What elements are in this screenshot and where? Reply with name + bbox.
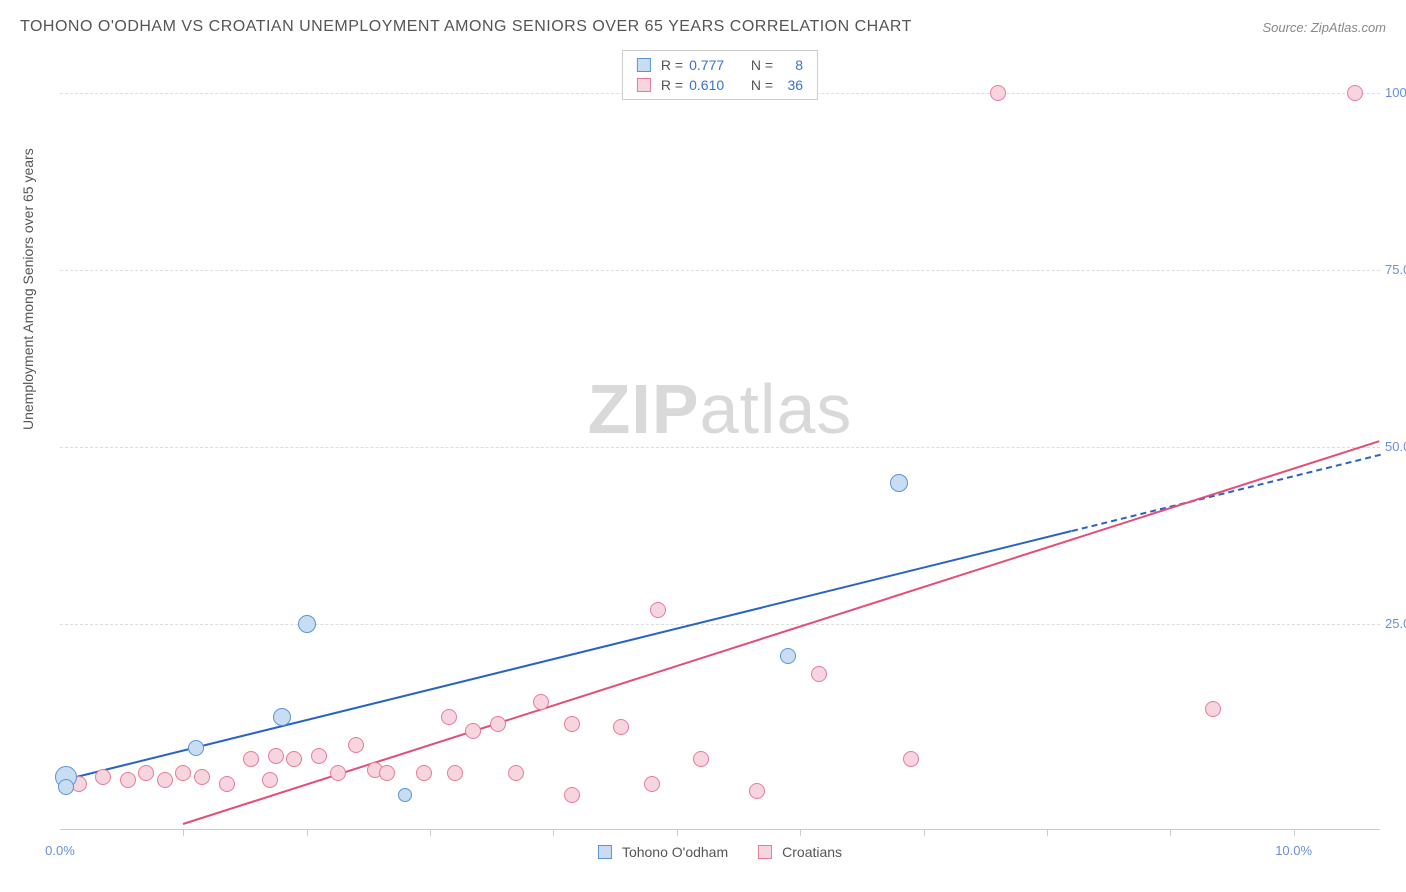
data-point bbox=[348, 737, 364, 753]
data-point bbox=[95, 769, 111, 785]
data-point bbox=[330, 765, 346, 781]
data-point bbox=[613, 719, 629, 735]
data-point bbox=[1347, 85, 1363, 101]
x-tick-mark bbox=[1294, 830, 1295, 836]
x-tick-mark bbox=[800, 830, 801, 836]
legend-swatch bbox=[598, 845, 612, 859]
data-point bbox=[644, 776, 660, 792]
data-point bbox=[175, 765, 191, 781]
x-tick-mark bbox=[430, 830, 431, 836]
x-tick-mark bbox=[924, 830, 925, 836]
data-point bbox=[398, 788, 412, 802]
stat-r-value: 0.610 bbox=[689, 77, 737, 93]
data-point bbox=[564, 716, 580, 732]
stat-r-label: R = bbox=[661, 57, 683, 73]
stat-n-label: N = bbox=[743, 57, 773, 73]
x-tick-label: 10.0% bbox=[1275, 843, 1312, 858]
legend-swatch bbox=[758, 845, 772, 859]
correlation-chart: ZIPatlas 25.0%50.0%75.0%100.0%0.0%10.0%R… bbox=[60, 50, 1380, 830]
data-point bbox=[990, 85, 1006, 101]
data-point bbox=[311, 748, 327, 764]
x-tick-mark bbox=[307, 830, 308, 836]
stat-n-value: 8 bbox=[779, 57, 803, 73]
x-tick-mark bbox=[677, 830, 678, 836]
data-point bbox=[1205, 701, 1221, 717]
chart-header: TOHONO O'ODHAM VS CROATIAN UNEMPLOYMENT … bbox=[20, 18, 1386, 42]
data-point bbox=[465, 723, 481, 739]
data-point bbox=[890, 474, 908, 492]
data-point bbox=[194, 769, 210, 785]
data-point bbox=[811, 666, 827, 682]
stats-row: R = 0.610 N = 36 bbox=[637, 75, 803, 95]
stat-n-label: N = bbox=[743, 77, 773, 93]
trend-line bbox=[1071, 454, 1380, 532]
gridline bbox=[60, 624, 1380, 625]
y-tick-label: 100.0% bbox=[1385, 85, 1406, 100]
legend-item: Croatians bbox=[758, 844, 842, 860]
legend-label: Tohono O'odham bbox=[622, 844, 728, 860]
data-point bbox=[120, 772, 136, 788]
data-point bbox=[188, 740, 204, 756]
x-axis bbox=[60, 829, 1380, 830]
watermark: ZIPatlas bbox=[588, 369, 853, 449]
y-axis-label: Unemployment Among Seniors over 65 years bbox=[20, 148, 36, 430]
data-point bbox=[564, 787, 580, 803]
stats-row: R = 0.777 N = 8 bbox=[637, 55, 803, 75]
y-tick-label: 25.0% bbox=[1385, 616, 1406, 631]
legend-swatch bbox=[637, 58, 651, 72]
x-tick-mark bbox=[183, 830, 184, 836]
data-point bbox=[298, 615, 316, 633]
data-point bbox=[447, 765, 463, 781]
y-tick-label: 50.0% bbox=[1385, 439, 1406, 454]
data-point bbox=[286, 751, 302, 767]
data-point bbox=[441, 709, 457, 725]
chart-title: TOHONO O'ODHAM VS CROATIAN UNEMPLOYMENT … bbox=[20, 18, 912, 35]
x-tick-mark bbox=[1170, 830, 1171, 836]
gridline bbox=[60, 447, 1380, 448]
data-point bbox=[650, 602, 666, 618]
data-point bbox=[749, 783, 765, 799]
trend-line bbox=[60, 530, 1072, 782]
data-point bbox=[243, 751, 259, 767]
data-point bbox=[219, 776, 235, 792]
data-point bbox=[780, 648, 796, 664]
chart-source: Source: ZipAtlas.com bbox=[1262, 20, 1386, 35]
legend-label: Croatians bbox=[782, 844, 842, 860]
trend-line bbox=[183, 440, 1380, 825]
data-point bbox=[533, 694, 549, 710]
x-tick-label: 0.0% bbox=[45, 843, 75, 858]
data-point bbox=[273, 708, 291, 726]
data-point bbox=[262, 772, 278, 788]
stat-n-value: 36 bbox=[779, 77, 803, 93]
stats-box: R = 0.777 N = 8 R = 0.610 N = 36 bbox=[622, 50, 818, 100]
data-point bbox=[416, 765, 432, 781]
legend: Tohono O'odham Croatians bbox=[598, 844, 842, 860]
legend-item: Tohono O'odham bbox=[598, 844, 728, 860]
data-point bbox=[903, 751, 919, 767]
plot-area: ZIPatlas 25.0%50.0%75.0%100.0%0.0%10.0%R… bbox=[60, 50, 1380, 830]
y-tick-label: 75.0% bbox=[1385, 262, 1406, 277]
data-point bbox=[693, 751, 709, 767]
gridline bbox=[60, 270, 1380, 271]
data-point bbox=[379, 765, 395, 781]
stat-r-value: 0.777 bbox=[689, 57, 737, 73]
x-tick-mark bbox=[553, 830, 554, 836]
data-point bbox=[508, 765, 524, 781]
data-point bbox=[58, 779, 74, 795]
x-tick-mark bbox=[1047, 830, 1048, 836]
stat-r-label: R = bbox=[661, 77, 683, 93]
data-point bbox=[490, 716, 506, 732]
legend-swatch bbox=[637, 78, 651, 92]
data-point bbox=[138, 765, 154, 781]
data-point bbox=[268, 748, 284, 764]
data-point bbox=[157, 772, 173, 788]
